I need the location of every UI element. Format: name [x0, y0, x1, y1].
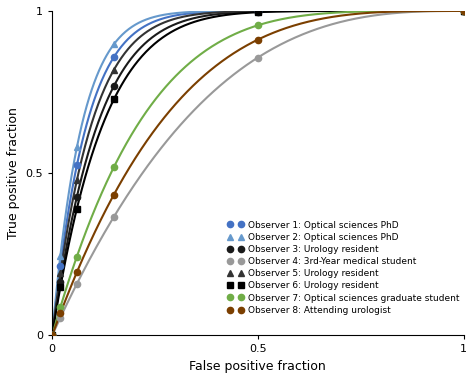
Observer 5: Urology resident: (1, 1): Urology resident: (1, 1): [461, 9, 466, 13]
Observer 7: Optical sciences graduate student: (1, 1): Optical sciences graduate student: (1, 1…: [461, 9, 466, 13]
Observer 8: Attending urologist: (0, 0): Attending urologist: (0, 0): [49, 333, 55, 338]
Line: Observer 5: Urology resident: Observer 5: Urology resident: [49, 8, 467, 339]
Observer 8: Attending urologist: (0.06, 0.195): Attending urologist: (0.06, 0.195): [74, 270, 80, 275]
Line: Observer 4: 3rd-Year medical student: Observer 4: 3rd-Year medical student: [49, 8, 467, 339]
Observer 6: Urology resident: (0.15, 0.728): Urology resident: (0.15, 0.728): [111, 97, 117, 102]
Observer 1: Optical sciences PhD: (0.06, 0.524): Optical sciences PhD: (0.06, 0.524): [74, 163, 80, 168]
Observer 8: Attending urologist: (1, 1): Attending urologist: (1, 1): [461, 9, 466, 13]
Line: Observer 3: Urology resident: Observer 3: Urology resident: [49, 8, 467, 339]
Observer 7: Optical sciences graduate student: (0.5, 0.956): Optical sciences graduate student: (0.5,…: [255, 23, 261, 28]
Observer 3: Urology resident: (0, 0): Urology resident: (0, 0): [49, 333, 55, 338]
Observer 6: Urology resident: (1, 1): Urology resident: (1, 1): [461, 9, 466, 13]
Observer 3: Urology resident: (0.15, 0.768): Urology resident: (0.15, 0.768): [111, 84, 117, 89]
Observer 5: Urology resident: (0.5, 0.999): Urology resident: (0.5, 0.999): [255, 9, 261, 13]
Line: Observer 7: Optical sciences graduate student: Observer 7: Optical sciences graduate st…: [49, 8, 467, 339]
Observer 1: Optical sciences PhD: (0, 0): Optical sciences PhD: (0, 0): [49, 333, 55, 338]
Observer 3: Urology resident: (0.06, 0.427): Urology resident: (0.06, 0.427): [74, 195, 80, 199]
Line: Observer 8: Attending urologist: Observer 8: Attending urologist: [49, 8, 467, 339]
Observer 7: Optical sciences graduate student: (0.06, 0.243): Optical sciences graduate student: (0.06…: [74, 254, 80, 259]
Observer 1: Optical sciences PhD: (0.02, 0.215): Optical sciences PhD: (0.02, 0.215): [57, 263, 63, 268]
Observer 8: Attending urologist: (0.02, 0.0683): Attending urologist: (0.02, 0.0683): [57, 311, 63, 316]
Observer 3: Urology resident: (1, 1): Urology resident: (1, 1): [461, 9, 466, 13]
Observer 3: Urology resident: (0.5, 0.998): Urology resident: (0.5, 0.998): [255, 9, 261, 14]
Observer 6: Urology resident: (0.06, 0.39): Urology resident: (0.06, 0.39): [74, 206, 80, 211]
Observer 4: 3rd-Year medical student: (0.02, 0.055): 3rd-Year medical student: (0.02, 0.055): [57, 315, 63, 320]
Observer 6: Urology resident: (0.5, 0.996): Urology resident: (0.5, 0.996): [255, 10, 261, 14]
Observer 2: Optical sciences PhD: (0.06, 0.579): Optical sciences PhD: (0.06, 0.579): [74, 145, 80, 150]
Observer 5: Urology resident: (0.15, 0.818): Urology resident: (0.15, 0.818): [111, 68, 117, 72]
Observer 5: Urology resident: (0.02, 0.191): Urology resident: (0.02, 0.191): [57, 271, 63, 276]
Observer 2: Optical sciences PhD: (0.5, 1): Optical sciences PhD: (0.5, 1): [255, 9, 261, 13]
Observer 2: Optical sciences PhD: (0, 0): Optical sciences PhD: (0, 0): [49, 333, 55, 338]
Observer 4: 3rd-Year medical student: (0.5, 0.856): 3rd-Year medical student: (0.5, 0.856): [255, 55, 261, 60]
Observer 3: Urology resident: (0.02, 0.166): Urology resident: (0.02, 0.166): [57, 279, 63, 284]
Observer 4: 3rd-Year medical student: (0, 0): 3rd-Year medical student: (0, 0): [49, 333, 55, 338]
Observer 5: Urology resident: (0, 0): Urology resident: (0, 0): [49, 333, 55, 338]
Observer 2: Optical sciences PhD: (0.02, 0.246): Optical sciences PhD: (0.02, 0.246): [57, 253, 63, 258]
Line: Observer 2: Optical sciences PhD: Observer 2: Optical sciences PhD: [49, 8, 467, 339]
Observer 1: Optical sciences PhD: (0.15, 0.858): Optical sciences PhD: (0.15, 0.858): [111, 55, 117, 59]
Observer 4: 3rd-Year medical student: (0.15, 0.366): 3rd-Year medical student: (0.15, 0.366): [111, 215, 117, 219]
Observer 4: 3rd-Year medical student: (0.06, 0.159): 3rd-Year medical student: (0.06, 0.159): [74, 282, 80, 286]
Observer 5: Urology resident: (0.06, 0.478): Urology resident: (0.06, 0.478): [74, 178, 80, 183]
Observer 8: Attending urologist: (0.5, 0.912): Attending urologist: (0.5, 0.912): [255, 37, 261, 42]
Observer 2: Optical sciences PhD: (1, 1): Optical sciences PhD: (1, 1): [461, 9, 466, 13]
X-axis label: False positive fraction: False positive fraction: [190, 360, 326, 373]
Line: Observer 1: Optical sciences PhD: Observer 1: Optical sciences PhD: [49, 8, 467, 339]
Observer 6: Urology resident: (0, 0): Urology resident: (0, 0): [49, 333, 55, 338]
Observer 1: Optical sciences PhD: (1, 1): Optical sciences PhD: (1, 1): [461, 9, 466, 13]
Observer 8: Attending urologist: (0.15, 0.434): Attending urologist: (0.15, 0.434): [111, 192, 117, 197]
Line: Observer 6: Urology resident: Observer 6: Urology resident: [49, 8, 467, 339]
Observer 2: Optical sciences PhD: (0.15, 0.897): Optical sciences PhD: (0.15, 0.897): [111, 42, 117, 47]
Observer 7: Optical sciences graduate student: (0.15, 0.519): Optical sciences graduate student: (0.15…: [111, 165, 117, 169]
Observer 1: Optical sciences PhD: (0.5, 1): Optical sciences PhD: (0.5, 1): [255, 9, 261, 13]
Legend: Observer 1: Optical sciences PhD, Observer 2: Optical sciences PhD, Observer 3: : Observer 1: Optical sciences PhD, Observ…: [228, 221, 459, 315]
Observer 4: 3rd-Year medical student: (1, 1): 3rd-Year medical student: (1, 1): [461, 9, 466, 13]
Observer 6: Urology resident: (0.02, 0.149): Urology resident: (0.02, 0.149): [57, 285, 63, 289]
Observer 7: Optical sciences graduate student: (0, 0): Optical sciences graduate student: (0, 0…: [49, 333, 55, 338]
Observer 7: Optical sciences graduate student: (0.02, 0.0869): Optical sciences graduate student: (0.02…: [57, 305, 63, 310]
Y-axis label: True positive fraction: True positive fraction: [7, 107, 20, 239]
